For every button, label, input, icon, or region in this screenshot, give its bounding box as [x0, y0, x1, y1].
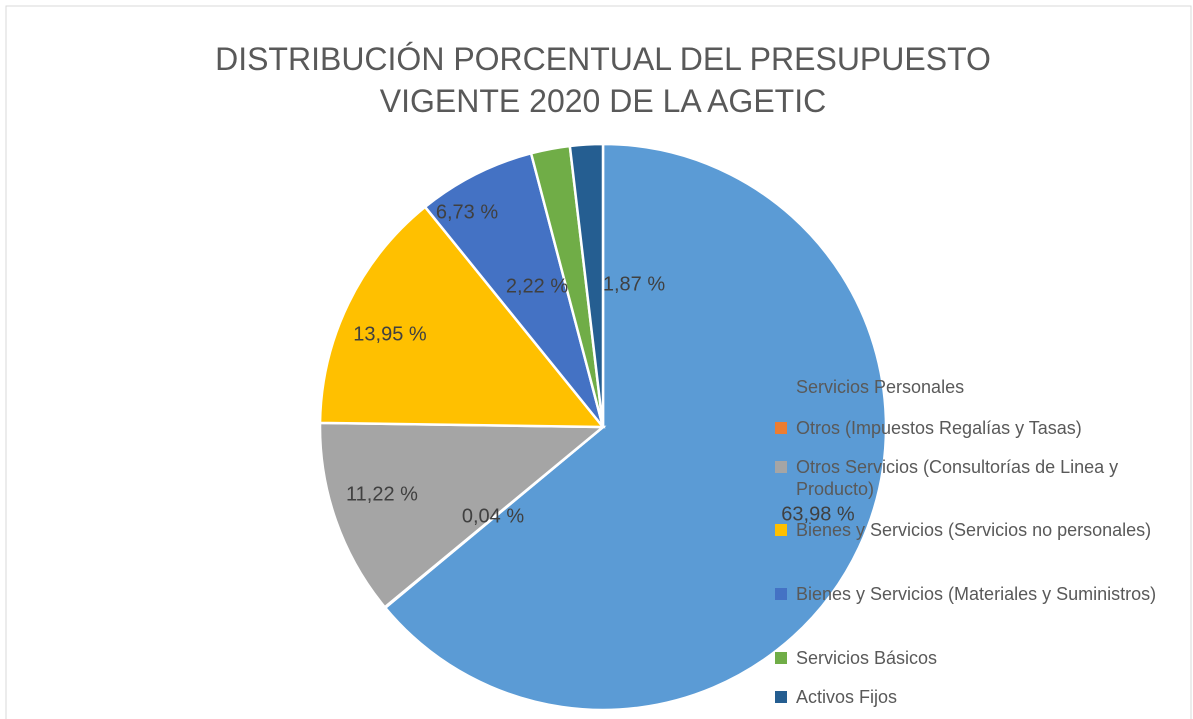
legend-swatch	[775, 381, 787, 393]
legend-item: Bienes y Servicios (Materiales y Suminis…	[775, 583, 1156, 605]
chart-title: DISTRIBUCIÓN PORCENTUAL DEL PRESUPUESTO …	[215, 41, 991, 119]
pie-slice	[318, 205, 606, 429]
data-label: 1,87 %	[603, 273, 665, 295]
legend-item: Activos Fijos	[775, 686, 897, 708]
legend-item: Servicios Personales	[775, 376, 964, 398]
data-label: 6,73 %	[436, 201, 498, 223]
data-label: 63,98 %	[781, 503, 855, 525]
data-label: 0,04 %	[462, 505, 524, 527]
legend-label: Bienes y Servicios (Materiales y Suminis…	[796, 584, 1157, 604]
pie-slice	[568, 142, 605, 428]
legend-label: Servicios Personales	[796, 377, 965, 397]
legend-swatch	[775, 588, 787, 600]
data-label: 11,22 %	[346, 483, 418, 505]
legend-swatch	[775, 422, 787, 434]
legend-swatch	[775, 524, 787, 536]
legend-item: Otros Servicios (Consultorías de Linea y…	[775, 456, 1185, 500]
pie-slice	[383, 142, 888, 712]
chart-frame	[5, 5, 1192, 719]
legend-label: Activos Fijos	[796, 687, 898, 707]
pie-slice	[423, 151, 605, 428]
data-label: 13,95 %	[353, 323, 427, 345]
legend-label: Bienes y Servicios (Servicios no persona…	[796, 520, 1152, 540]
pie-slice	[318, 421, 607, 609]
data-label: 2,22 %	[506, 275, 568, 297]
legend-label: Otros (Impuestos Regalías y Tasas)	[796, 418, 1082, 438]
legend-swatch	[775, 461, 787, 473]
legend-item: Servicios Básicos	[775, 647, 937, 669]
legend-label: Otros Servicios (Consultorías de Linea y…	[796, 457, 1119, 499]
legend-swatch	[775, 652, 787, 664]
legend-item: Otros (Impuestos Regalías y Tasas)	[775, 417, 1082, 439]
legend-label: Servicios Básicos	[796, 648, 938, 668]
legend-swatch	[775, 691, 787, 703]
legend-item: Bienes y Servicios (Servicios no persona…	[775, 519, 1151, 541]
